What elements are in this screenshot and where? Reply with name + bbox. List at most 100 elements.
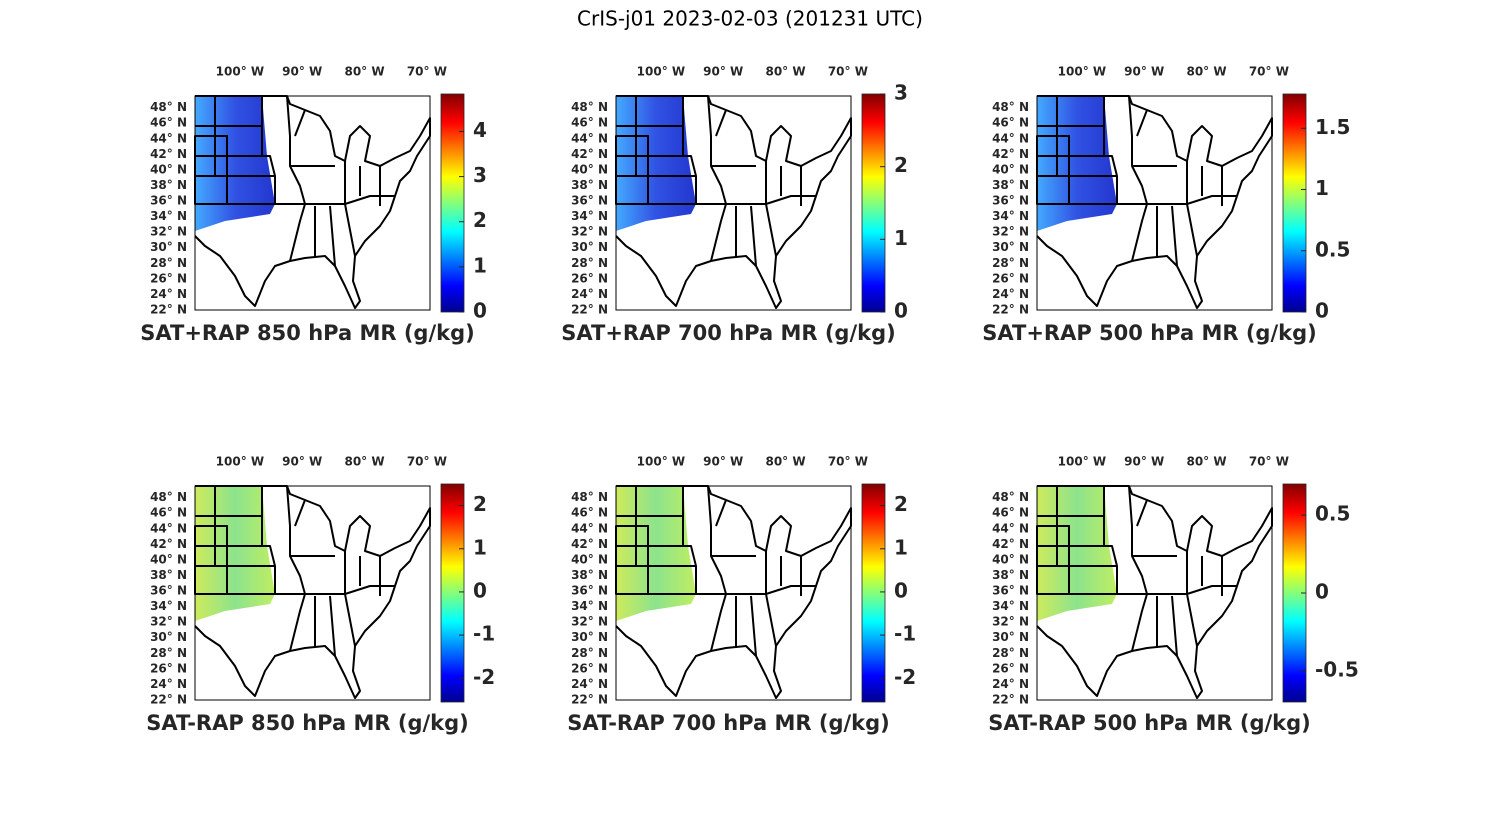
colorbar-tick-label: 0: [1315, 580, 1329, 604]
lat-tick-label: 46° N: [571, 506, 608, 520]
colorbar-tick-label: 0: [894, 578, 908, 602]
lon-tick-label: 90° W: [1124, 455, 1164, 469]
lat-tick-label: 22° N: [150, 303, 187, 317]
lat-tick-label: 36° N: [571, 194, 608, 208]
colorbar-tick-label: 2: [473, 208, 487, 232]
lat-tick-label: 46° N: [150, 506, 187, 520]
lat-tick-label: 42° N: [571, 147, 608, 161]
colorbar-tick-label: 3: [894, 81, 908, 105]
panel-label: SAT+RAP 850 hPa MR (g/kg): [140, 321, 474, 345]
lon-tick-label: 100° W: [1058, 455, 1106, 469]
panel-label: SAT-RAP 500 hPa MR (g/kg): [988, 711, 1311, 735]
colorbar-tick-label: 0: [473, 299, 487, 323]
lon-tick-label: 70° W: [828, 455, 868, 469]
lat-tick-label: 26° N: [150, 661, 187, 675]
lat-tick-label: 26° N: [571, 661, 608, 675]
lat-tick-label: 32° N: [992, 615, 1029, 629]
lon-tick-label: 70° W: [407, 455, 447, 469]
colorbar-tick-label: -1: [473, 622, 495, 646]
colorbar-tick-label: 1: [1315, 176, 1329, 200]
lat-tick-label: 38° N: [150, 568, 187, 582]
lat-tick-label: 40° N: [992, 162, 1029, 176]
lat-tick-label: 48° N: [571, 100, 608, 114]
colorbar-tick-label: 1.5: [1315, 115, 1350, 139]
map-panel: 100° W 90° W 80° W 70° W 22° N 24° N 26° N28° …: [561, 65, 908, 346]
lon-tick-label: 90° W: [703, 65, 743, 79]
colorbar-tick-label: -2: [894, 665, 916, 689]
lat-tick-label: 36° N: [150, 194, 187, 208]
lat-tick-label: 36° N: [992, 584, 1029, 598]
colorbar-tick-label: 2: [473, 492, 487, 516]
map-panel: 100° W 90° W 80° W 70° W 22° N 24° N 26° N28° …: [982, 65, 1350, 346]
colorbar-tick-label: -1: [894, 622, 916, 646]
colorbar-tick-label: -0.5: [1315, 657, 1359, 681]
panel-label: SAT-RAP 700 hPa MR (g/kg): [567, 711, 890, 735]
lat-tick-label: 28° N: [992, 646, 1029, 660]
colorbar-tick-label: 0.5: [1315, 502, 1350, 526]
lat-tick-label: 46° N: [571, 116, 608, 130]
lat-tick-label: 46° N: [992, 506, 1029, 520]
colorbar: [440, 93, 465, 313]
lat-tick-label: 24° N: [150, 287, 187, 301]
lat-tick-label: 32° N: [150, 225, 187, 239]
lon-tick-label: 100° W: [637, 455, 685, 469]
lat-tick-label: 38° N: [571, 178, 608, 192]
lon-tick-label: 70° W: [1249, 65, 1289, 79]
lat-tick-label: 22° N: [571, 693, 608, 707]
lat-tick-label: 34° N: [571, 599, 608, 613]
map-frame: [615, 95, 852, 311]
lat-tick-label: 24° N: [992, 677, 1029, 691]
lon-tick-label: 100° W: [637, 65, 685, 79]
map-frame: [1036, 95, 1273, 311]
lat-tick-label: 40° N: [150, 162, 187, 176]
colorbar-tick-label: 2: [894, 153, 908, 177]
lat-tick-label: 28° N: [571, 646, 608, 660]
lat-tick-label: 24° N: [571, 677, 608, 691]
lon-tick-label: 80° W: [1186, 65, 1226, 79]
lat-tick-label: 48° N: [150, 490, 187, 504]
lat-tick-label: 32° N: [571, 225, 608, 239]
colorbar-tick-label: 1: [473, 253, 487, 277]
lon-tick-label: 90° W: [282, 455, 322, 469]
lat-tick-label: 38° N: [992, 568, 1029, 582]
figure-title: CrIS-j01 2023-02-03 (201231 UTC): [577, 7, 923, 31]
lat-tick-label: 44° N: [571, 521, 608, 535]
lat-tick-label: 34° N: [150, 599, 187, 613]
lat-tick-label: 40° N: [150, 552, 187, 566]
lat-tick-label: 46° N: [150, 116, 187, 130]
lat-tick-label: 44° N: [150, 131, 187, 145]
lat-tick-label: 26° N: [571, 271, 608, 285]
colorbar-tick-label: 3: [473, 163, 487, 187]
lat-tick-label: 36° N: [992, 194, 1029, 208]
lat-tick-label: 38° N: [992, 178, 1029, 192]
colorbar-tick-label: -2: [473, 665, 495, 689]
lat-tick-label: 26° N: [992, 661, 1029, 675]
lon-tick-label: 80° W: [344, 65, 384, 79]
lon-tick-label: 80° W: [765, 455, 805, 469]
lat-tick-label: 24° N: [150, 677, 187, 691]
lon-tick-label: 70° W: [407, 65, 447, 79]
lat-tick-label: 42° N: [150, 147, 187, 161]
map-frame: [194, 485, 431, 701]
colorbar: [861, 483, 886, 703]
lat-tick-label: 32° N: [150, 615, 187, 629]
panel-label: SAT+RAP 500 hPa MR (g/kg): [982, 321, 1316, 345]
lat-tick-label: 34° N: [992, 209, 1029, 223]
lat-tick-label: 40° N: [992, 552, 1029, 566]
panel-label: SAT+RAP 700 hPa MR (g/kg): [561, 321, 895, 345]
map-frame: [194, 95, 431, 311]
lat-tick-label: 40° N: [571, 162, 608, 176]
lat-tick-label: 28° N: [992, 256, 1029, 270]
lat-tick-label: 42° N: [992, 537, 1029, 551]
lat-tick-label: 46° N: [992, 116, 1029, 130]
lat-tick-label: 42° N: [150, 537, 187, 551]
map-panel: 100° W 90° W 80° W 70° W 22° N 24° N 26° N28° …: [567, 455, 916, 736]
lat-tick-label: 30° N: [992, 240, 1029, 254]
lat-tick-label: 30° N: [992, 630, 1029, 644]
lat-tick-label: 30° N: [150, 630, 187, 644]
lon-tick-label: 90° W: [1124, 65, 1164, 79]
panel-label: SAT-RAP 850 hPa MR (g/kg): [146, 711, 469, 735]
lat-tick-label: 26° N: [150, 271, 187, 285]
map-frame: [615, 485, 852, 701]
